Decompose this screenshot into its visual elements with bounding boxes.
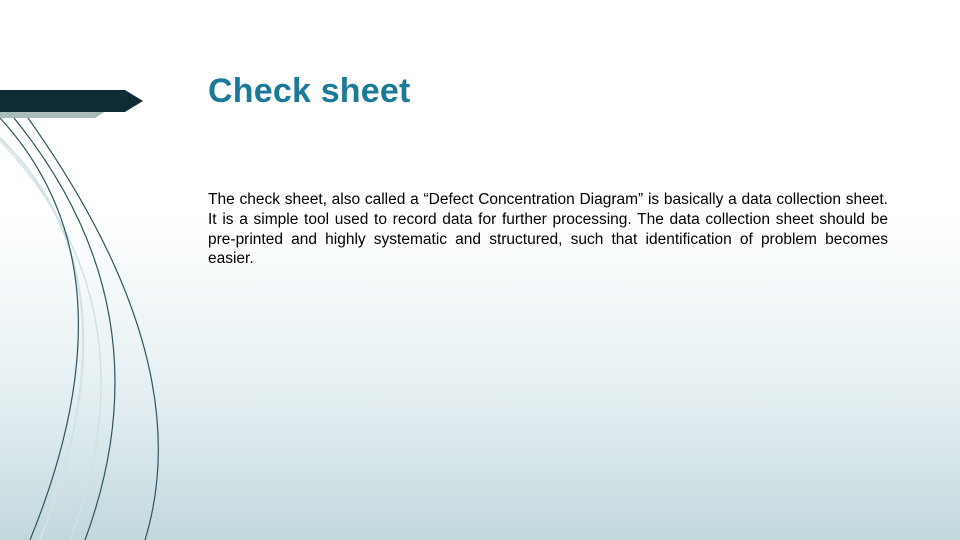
- accent-bar: [0, 90, 125, 112]
- accent-arrow-icon: [125, 90, 143, 112]
- slide-title: Check sheet: [208, 72, 411, 111]
- slide-container: Check sheet The check sheet, also called…: [0, 0, 960, 540]
- decorative-curves: [0, 0, 960, 540]
- slide-body-text: The check sheet, also called a “Defect C…: [208, 190, 888, 269]
